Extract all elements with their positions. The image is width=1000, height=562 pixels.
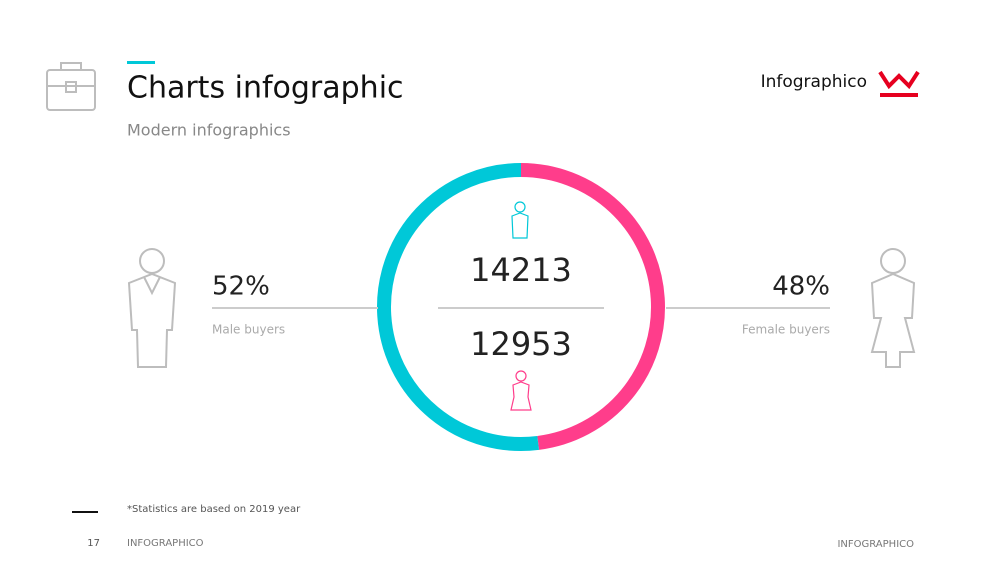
donut-segment [520, 163, 665, 450]
female-label: Female buyers [742, 323, 830, 337]
subtitle: Modern infographics [127, 121, 291, 140]
male-percent: 52% [212, 272, 270, 302]
female-count: 12953 [470, 325, 572, 363]
title-accent [127, 61, 155, 64]
footer-right: INFOGRAPHICO [837, 539, 914, 550]
footnote: *Statistics are based on 2019 year [127, 504, 301, 515]
footer-left: INFOGRAPHICO [127, 538, 204, 549]
brand-logo [878, 70, 920, 97]
male-label: Male buyers [212, 323, 285, 337]
title: Charts infographic [127, 71, 404, 106]
brand: Infographico [761, 72, 867, 92]
page-number: 17 [87, 538, 100, 549]
male-count: 14213 [470, 251, 572, 289]
briefcase-icon [46, 62, 96, 111]
female-percent: 48% [772, 272, 830, 302]
male-small-icon [511, 201, 529, 239]
female-icon [870, 248, 916, 368]
donut-segment [377, 163, 540, 451]
female-small-icon [510, 370, 532, 411]
male-icon [127, 248, 177, 368]
